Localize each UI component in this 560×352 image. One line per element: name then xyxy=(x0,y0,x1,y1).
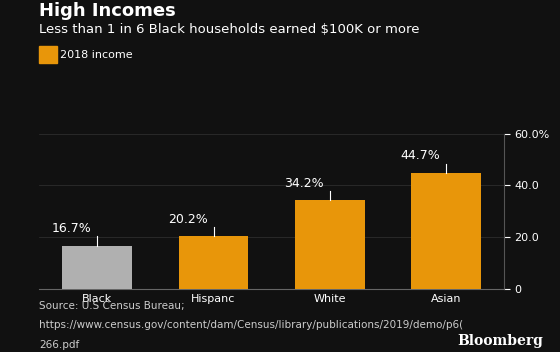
Text: Source: U.S Census Bureau;: Source: U.S Census Bureau; xyxy=(39,301,185,311)
Text: High Incomes: High Incomes xyxy=(39,2,176,20)
Text: 266.pdf: 266.pdf xyxy=(39,340,80,350)
Text: 2018 income: 2018 income xyxy=(60,50,133,59)
Text: Bloomberg: Bloomberg xyxy=(458,334,543,348)
Text: 16.7%: 16.7% xyxy=(52,222,91,235)
Bar xyxy=(295,200,365,289)
Text: 20.2%: 20.2% xyxy=(168,213,208,226)
Bar xyxy=(411,173,480,289)
Text: https://www.census.gov/content/dam/Census/library/publications/2019/demo/p6(: https://www.census.gov/content/dam/Censu… xyxy=(39,320,463,330)
Text: Less than 1 in 6 Black households earned $100K or more: Less than 1 in 6 Black households earned… xyxy=(39,23,419,36)
Text: 44.7%: 44.7% xyxy=(400,149,440,162)
Text: 34.2%: 34.2% xyxy=(284,176,324,189)
Bar xyxy=(179,237,248,289)
Bar xyxy=(63,246,132,289)
